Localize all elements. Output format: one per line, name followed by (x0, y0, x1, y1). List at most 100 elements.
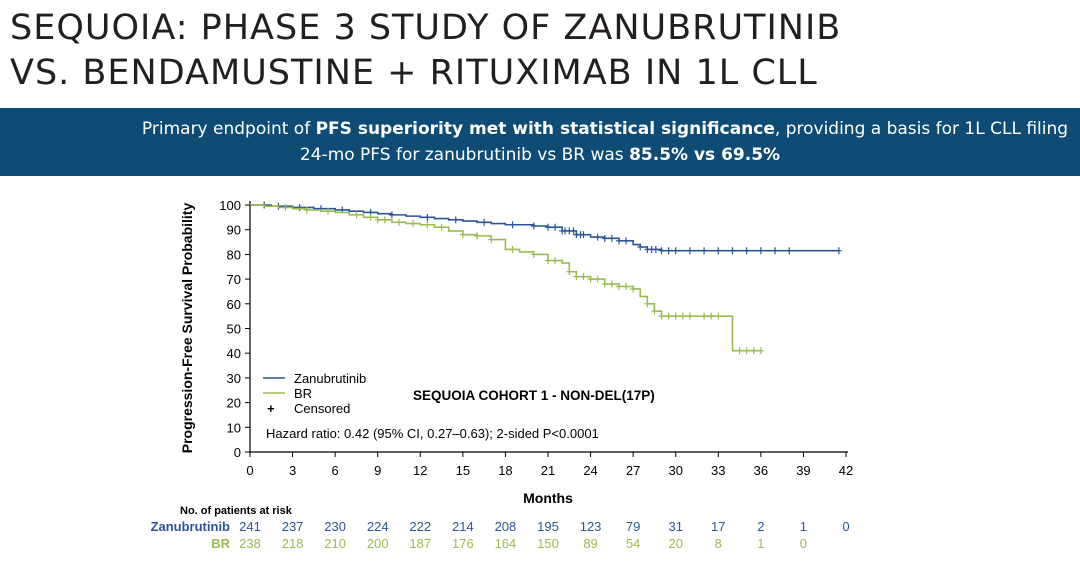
y-tick-label: 90 (227, 223, 241, 238)
censor-mark (509, 221, 516, 229)
censor-mark (566, 268, 573, 276)
banner-line1-pre: Primary endpoint of (141, 119, 316, 139)
censor-mark (772, 247, 779, 255)
risk-value: 31 (668, 519, 682, 534)
banner-line2-bold: 85.5% vs 69.5% (629, 145, 781, 165)
censor-mark (545, 223, 551, 231)
risk-value: 187 (409, 536, 431, 551)
censor-mark (651, 307, 658, 315)
censor-mark (757, 247, 764, 255)
censor-mark (835, 247, 842, 255)
y-tick-label: 30 (227, 371, 241, 386)
banner-line1-post: , providing a basis for 1L CLL filing (774, 119, 1069, 139)
risk-value: 17 (711, 519, 725, 534)
x-tick-label: 15 (456, 463, 470, 478)
x-tick-label: 24 (583, 463, 597, 478)
censor-mark (757, 347, 764, 355)
risk-table-title: No. of patients at risk (180, 505, 293, 517)
x-tick-label: 42 (839, 463, 853, 478)
censor-mark (686, 312, 693, 320)
x-tick-label: 18 (498, 463, 512, 478)
censor-mark (452, 216, 459, 224)
censor-mark (672, 312, 679, 320)
censor-mark (424, 213, 431, 221)
censor-mark (615, 283, 622, 291)
x-tick-label: 12 (413, 463, 427, 478)
y-tick-label: 0 (234, 445, 241, 460)
censor-mark (608, 234, 615, 242)
censor-mark (786, 247, 793, 255)
x-tick-label: 39 (796, 463, 810, 478)
censor-mark (729, 247, 736, 255)
risk-value: 79 (626, 519, 640, 534)
censor-mark (580, 231, 587, 239)
censor-mark (367, 213, 374, 221)
legend-censor-symbol: + (267, 401, 275, 416)
y-tick-label: 60 (227, 297, 241, 312)
x-tick-label: 36 (754, 463, 768, 478)
slide-title-line2: VS. BENDAMUSTINE + RITUXIMAB IN 1L CLL (10, 53, 818, 93)
x-tick-label: 9 (374, 463, 381, 478)
censor-mark (601, 234, 608, 242)
risk-row-label: Zanubrutinib (151, 519, 230, 534)
censor-mark (552, 223, 559, 231)
x-tick-label: 27 (626, 463, 640, 478)
risk-value: 1 (757, 536, 764, 551)
censor-mark (701, 247, 708, 255)
y-tick-label: 50 (227, 322, 241, 337)
risk-value: 0 (800, 536, 807, 551)
x-axis-title: Months (523, 490, 573, 506)
censor-mark (570, 227, 577, 235)
summary-banner: Primary endpoint of PFS superiority met … (0, 108, 1080, 176)
censor-mark (459, 231, 466, 239)
banner-line1: Primary endpoint of PFS superiority met … (130, 116, 1080, 142)
slide-title-line1: SEQUOIA: PHASE 3 STUDY OF ZANUBRUTINIB (10, 8, 842, 48)
risk-value: 150 (537, 536, 559, 551)
y-axis-title: Progression-Free Survival Probability (179, 203, 195, 454)
risk-value: 210 (324, 536, 346, 551)
censor-mark (530, 222, 537, 230)
x-tick-label: 30 (668, 463, 682, 478)
slide-title: SEQUOIA: PHASE 3 STUDY OF ZANUBRUTINIB V… (10, 6, 1070, 96)
censor-mark (623, 283, 630, 291)
y-tick-label: 10 (227, 420, 241, 435)
legend-label-censored: Censored (294, 401, 350, 416)
legend-label-br: BR (294, 386, 312, 401)
censor-mark (594, 233, 601, 241)
censor-mark (438, 223, 445, 231)
censor-mark (303, 206, 310, 214)
banner-line2-pre: 24-mo PFS for zanubrutinib vs BR was (299, 145, 630, 165)
censor-mark (679, 312, 686, 320)
censor-mark (396, 218, 402, 226)
censor-mark (325, 207, 332, 215)
censor-mark (701, 312, 708, 320)
censor-mark (424, 221, 431, 229)
risk-value: 222 (409, 519, 431, 534)
y-tick-label: 20 (227, 396, 241, 411)
km-curve-br (250, 204, 761, 352)
censor-mark (715, 247, 722, 255)
censor-mark (623, 237, 630, 245)
censor-mark (715, 312, 722, 320)
hazard-ratio-text: Hazard ratio: 0.42 (95% CI, 0.27–0.63); … (266, 426, 599, 441)
censor-mark (573, 273, 580, 281)
risk-value: 2 (757, 519, 764, 534)
censor-mark (630, 285, 637, 293)
censor-mark (652, 245, 659, 253)
risk-value: 208 (495, 519, 517, 534)
censor-mark (381, 216, 388, 224)
risk-value: 230 (324, 519, 346, 534)
risk-value: 214 (452, 519, 474, 534)
risk-value: 218 (282, 536, 304, 551)
x-tick-label: 21 (541, 463, 555, 478)
x-tick-label: 33 (711, 463, 725, 478)
risk-value: 238 (239, 536, 261, 551)
risk-value: 241 (239, 519, 261, 534)
censor-mark (481, 218, 488, 226)
x-tick-label: 6 (332, 463, 339, 478)
risk-value: 1 (800, 519, 807, 534)
